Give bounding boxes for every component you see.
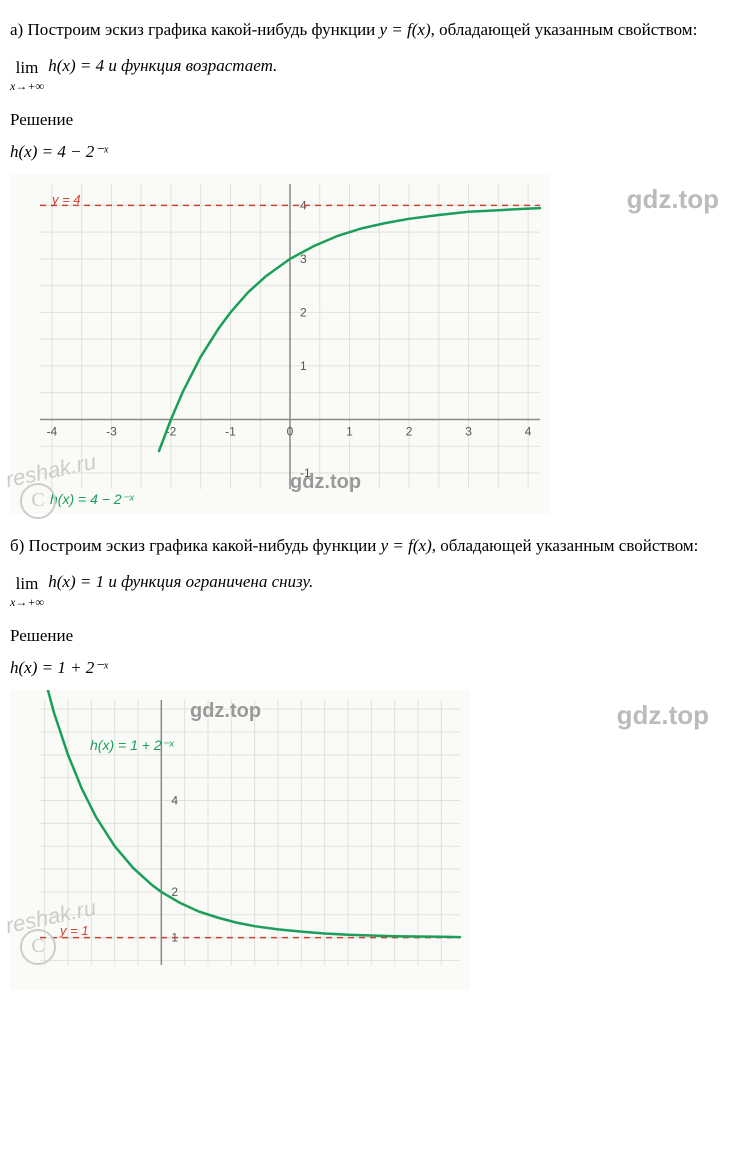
partA-func: y = f(x) xyxy=(380,20,431,39)
chartB-wrap: -20246124y = 1h(x) = 1 + 2⁻ˣ gdz.top gdz… xyxy=(10,690,729,990)
svg-text:-4: -4 xyxy=(47,424,58,438)
partA-solution-label: Решение xyxy=(10,108,729,132)
partA-suffix: , обладающей указанным свойством: xyxy=(431,20,698,39)
svg-text:1: 1 xyxy=(300,359,307,373)
partB-limit-expr: h(x) = 1 и функция ограничена снизу. xyxy=(48,572,313,591)
partA-prompt: а) Построим эскиз графика какой-нибудь ф… xyxy=(10,18,729,42)
watermark-gdz: gdz.top xyxy=(617,700,709,731)
svg-text:-2: -2 xyxy=(63,988,74,990)
partB-prefix: б) Построим эскиз графика какой-нибудь ф… xyxy=(10,536,381,555)
limit-symbol: lim x→+∞ xyxy=(10,56,44,95)
partB-limit-line: lim x→+∞ h(x) = 1 и функция ограничена с… xyxy=(10,566,729,617)
partB-solution-func: h(x) = 1 + 2⁻ˣ xyxy=(10,656,729,680)
chartA-wrap: -4-3-2-101234-11234y = 4h(x) = 4 − 2⁻ˣ g… xyxy=(10,174,729,514)
svg-text:h(x) = 1 + 2⁻ˣ: h(x) = 1 + 2⁻ˣ xyxy=(90,737,175,753)
svg-text:-1: -1 xyxy=(225,424,236,438)
svg-text:2: 2 xyxy=(251,988,258,990)
partA-solution-func: h(x) = 4 − 2⁻ˣ xyxy=(10,140,729,164)
svg-text:6: 6 xyxy=(438,988,445,990)
svg-text:0: 0 xyxy=(287,424,294,438)
partA-prefix: а) Построим эскиз графика какой-нибудь ф… xyxy=(10,20,380,39)
svg-text:-1: -1 xyxy=(300,466,311,480)
svg-text:1: 1 xyxy=(346,424,353,438)
svg-text:4: 4 xyxy=(525,424,532,438)
partB-func: y = f(x) xyxy=(381,536,432,555)
chartB: -20246124y = 1h(x) = 1 + 2⁻ˣ xyxy=(10,690,470,990)
partB-suffix: , обладающей указанным свойством: xyxy=(432,536,699,555)
svg-text:3: 3 xyxy=(465,424,472,438)
svg-text:2: 2 xyxy=(171,885,178,899)
svg-text:2: 2 xyxy=(406,424,413,438)
svg-text:4: 4 xyxy=(345,988,352,990)
partA-limit-line: lim x→+∞ h(x) = 4 и функция возрастает. xyxy=(10,50,729,101)
svg-text:y = 4: y = 4 xyxy=(51,192,81,207)
svg-text:h(x) = 4 − 2⁻ˣ: h(x) = 4 − 2⁻ˣ xyxy=(50,491,135,507)
svg-text:2: 2 xyxy=(300,305,307,319)
partA-limit-expr: h(x) = 4 и функция возрастает. xyxy=(48,56,277,75)
partB-solution-label: Решение xyxy=(10,624,729,648)
chartA: -4-3-2-101234-11234y = 4h(x) = 4 − 2⁻ˣ xyxy=(10,174,550,514)
svg-text:4: 4 xyxy=(171,793,178,807)
svg-text:0: 0 xyxy=(158,988,165,990)
limit-symbol: lim x→+∞ xyxy=(10,572,44,611)
partB-prompt: б) Построим эскиз графика какой-нибудь ф… xyxy=(10,534,729,558)
svg-text:-3: -3 xyxy=(106,424,117,438)
svg-text:y = 1: y = 1 xyxy=(59,923,89,938)
watermark-gdz: gdz.top xyxy=(627,184,719,215)
